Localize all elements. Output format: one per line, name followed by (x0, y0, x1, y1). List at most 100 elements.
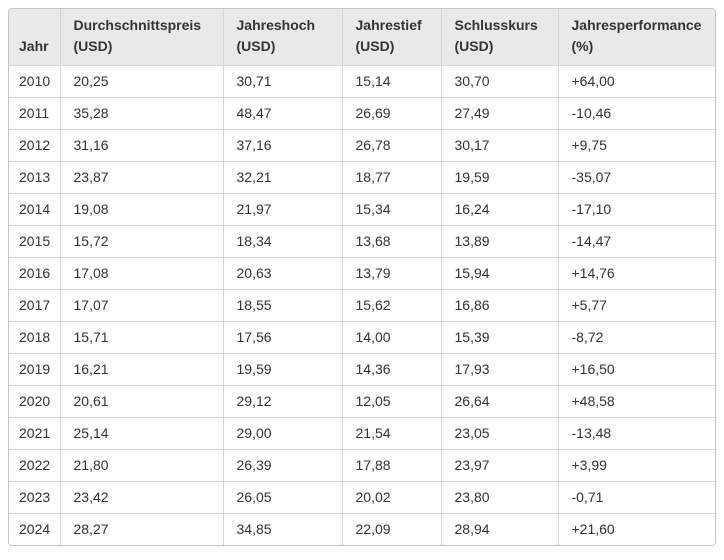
year-cell: 2022 (9, 449, 61, 482)
column-header-unit: (USD) (355, 38, 395, 54)
year-cell: 2016 (9, 257, 61, 290)
value-cell: 26,05 (223, 481, 343, 514)
value-cell: 15,71 (60, 321, 224, 354)
value-cell: +9,75 (558, 129, 715, 162)
table-row: 2020 20,61 29,12 12,05 26,64 +48,58 (9, 385, 715, 418)
value-cell: 20,02 (342, 481, 442, 514)
value-cell: 13,89 (441, 225, 559, 258)
table-row: 2023 23,42 26,05 20,02 23,80 -0,71 (9, 481, 715, 514)
value-cell: 37,16 (223, 129, 343, 162)
value-cell: 17,93 (441, 353, 559, 386)
table-row: 2010 20,25 30,71 15,14 30,70 +64,00 (9, 65, 715, 98)
value-cell: 23,05 (441, 417, 559, 450)
table-header: Jahr Durchschnittspreis (USD) Jahreshoch (US… (9, 9, 715, 66)
value-cell: 12,05 (342, 385, 442, 418)
column-header-unit: (USD) (236, 38, 276, 54)
year-cell: 2024 (9, 513, 61, 545)
year-cell: 2012 (9, 129, 61, 162)
value-cell: 28,94 (441, 513, 559, 545)
value-cell: -0,71 (558, 481, 715, 514)
value-cell: -14,47 (558, 225, 715, 258)
column-header-durchschnittspreis: Durchschnittspreis (USD) (60, 9, 224, 66)
value-cell: 19,59 (223, 353, 343, 386)
column-header-jahresperformance: Jahresperformance (%) (558, 9, 715, 66)
value-cell: 14,36 (342, 353, 442, 386)
column-header-jahrestief: Jahrestief (USD) (342, 9, 442, 66)
value-cell: 14,00 (342, 321, 442, 354)
year-cell: 2023 (9, 481, 61, 514)
value-cell: 48,47 (223, 97, 343, 130)
value-cell: 31,16 (60, 129, 224, 162)
column-header-jahr: Jahr (9, 9, 61, 66)
value-cell: 30,17 (441, 129, 559, 162)
value-cell: 16,86 (441, 289, 559, 322)
year-cell: 2021 (9, 417, 61, 450)
value-cell: 19,08 (60, 193, 224, 226)
value-cell: 20,61 (60, 385, 224, 418)
value-cell: 26,64 (441, 385, 559, 418)
value-cell: 17,08 (60, 257, 224, 290)
value-cell: 27,49 (441, 97, 559, 130)
column-header-label: Jahresperformance (571, 17, 702, 33)
value-cell: 30,70 (441, 65, 559, 98)
value-cell: +5,77 (558, 289, 715, 322)
table-row: 2013 23,87 32,21 18,77 19,59 -35,07 (9, 161, 715, 194)
table-row: 2016 17,08 20,63 13,79 15,94 +14,76 (9, 257, 715, 290)
value-cell: 25,14 (60, 417, 224, 450)
column-header-label: Durchschnittspreis (73, 17, 202, 33)
value-cell: +48,58 (558, 385, 715, 418)
value-cell: 19,59 (441, 161, 559, 194)
value-cell: 15,72 (60, 225, 224, 258)
table-body: 2010 20,25 30,71 15,14 30,70 +64,00 2011 35,28 4… (9, 65, 715, 545)
table-row: 2021 25,14 29,00 21,54 23,05 -13,48 (9, 417, 715, 450)
year-cell: 2017 (9, 289, 61, 322)
value-cell: 23,80 (441, 481, 559, 514)
year-cell: 2014 (9, 193, 61, 226)
price-history-table: Jahr Durchschnittspreis (USD) Jahreshoch (US… (9, 9, 715, 545)
column-header-label: Jahr (19, 38, 49, 54)
value-cell: -35,07 (558, 161, 715, 194)
value-cell: 26,69 (342, 97, 442, 130)
table-row: 2022 21,80 26,39 17,88 23,97 +3,99 (9, 449, 715, 482)
value-cell: +64,00 (558, 65, 715, 98)
value-cell: 13,79 (342, 257, 442, 290)
value-cell: 34,85 (223, 513, 343, 545)
column-header-label: Jahrestief (355, 17, 422, 33)
column-header-schlusskurs: Schlusskurs (USD) (441, 9, 559, 66)
column-header-label: Schlusskurs (454, 17, 538, 33)
value-cell: 13,68 (342, 225, 442, 258)
table-row: 2015 15,72 18,34 13,68 13,89 -14,47 (9, 225, 715, 258)
table-row: 2018 15,71 17,56 14,00 15,39 -8,72 (9, 321, 715, 354)
value-cell: 20,25 (60, 65, 224, 98)
year-cell: 2018 (9, 321, 61, 354)
value-cell: 26,39 (223, 449, 343, 482)
table-row: 2012 31,16 37,16 26,78 30,17 +9,75 (9, 129, 715, 162)
value-cell: 15,62 (342, 289, 442, 322)
year-cell: 2015 (9, 225, 61, 258)
value-cell: 15,94 (441, 257, 559, 290)
column-header-unit: (USD) (454, 38, 494, 54)
header-row: Jahr Durchschnittspreis (USD) Jahreshoch (US… (9, 9, 715, 66)
value-cell: 21,97 (223, 193, 343, 226)
value-cell: +3,99 (558, 449, 715, 482)
value-cell: 21,80 (60, 449, 224, 482)
value-cell: 17,88 (342, 449, 442, 482)
table-row: 2019 16,21 19,59 14,36 17,93 +16,50 (9, 353, 715, 386)
value-cell: 29,00 (223, 417, 343, 450)
column-header-label: Jahreshoch (236, 17, 316, 33)
value-cell: 35,28 (60, 97, 224, 130)
value-cell: -17,10 (558, 193, 715, 226)
value-cell: +14,76 (558, 257, 715, 290)
value-cell: -13,48 (558, 417, 715, 450)
column-header-unit: (%) (571, 38, 594, 54)
year-cell: 2013 (9, 161, 61, 194)
value-cell: 16,21 (60, 353, 224, 386)
value-cell: -10,46 (558, 97, 715, 130)
table-row: 2014 19,08 21,97 15,34 16,24 -17,10 (9, 193, 715, 226)
value-cell: 21,54 (342, 417, 442, 450)
value-cell: 32,21 (223, 161, 343, 194)
yearly-price-stats-table: Jahr Durchschnittspreis (USD) Jahreshoch (US… (8, 8, 716, 546)
value-cell: 17,07 (60, 289, 224, 322)
year-cell: 2019 (9, 353, 61, 386)
value-cell: 17,56 (223, 321, 343, 354)
